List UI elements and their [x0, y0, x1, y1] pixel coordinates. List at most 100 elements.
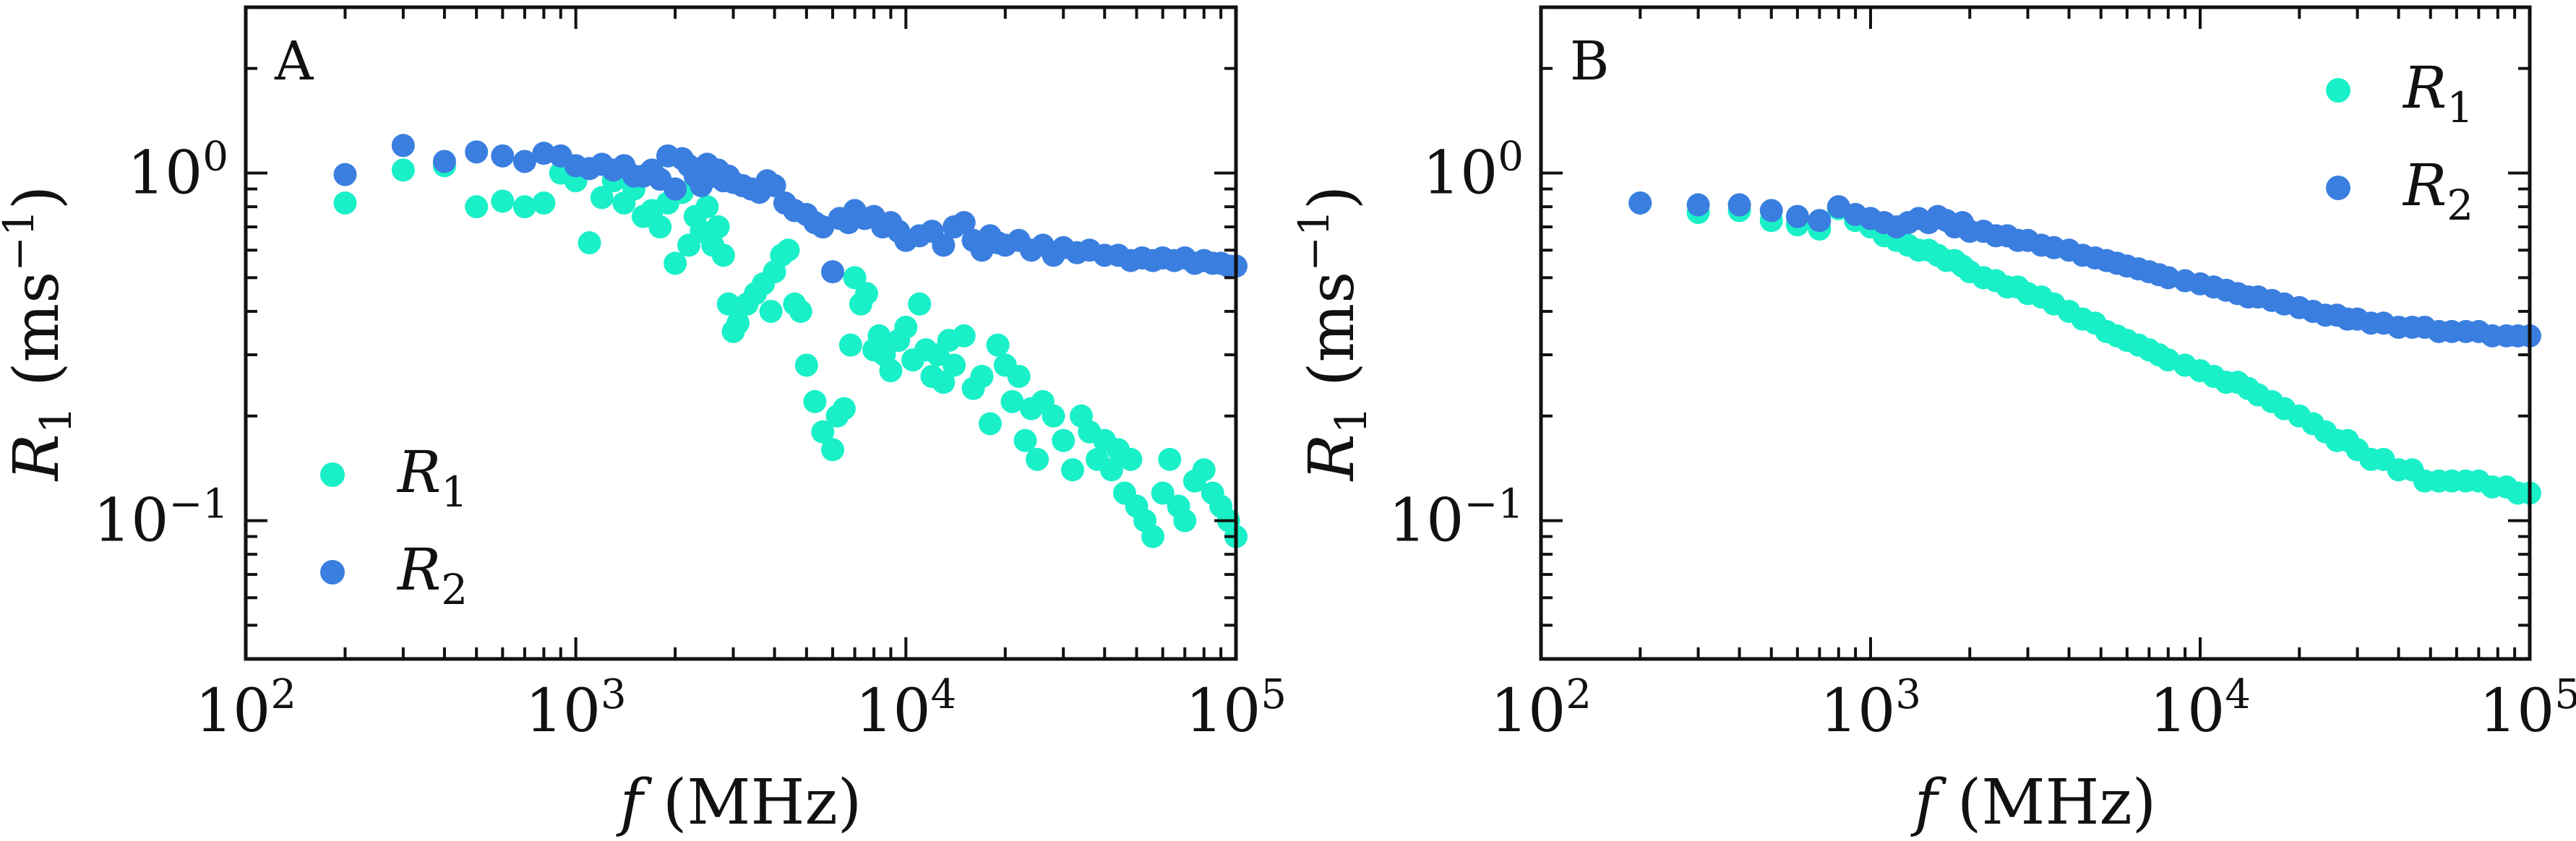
data-point — [1000, 389, 1024, 413]
data-point — [943, 353, 966, 377]
data-point — [1007, 364, 1031, 388]
data-point — [1061, 458, 1085, 482]
x-tick-label: 104 — [855, 671, 956, 746]
y-tick-label: 100 — [127, 134, 228, 208]
data-point — [711, 243, 735, 267]
panel-label: B — [1570, 30, 1609, 92]
y-tick-label: 10−1 — [93, 481, 228, 556]
data-point — [789, 299, 812, 323]
y-tick-label: 100 — [1422, 134, 1524, 208]
plot-frame — [244, 5, 1238, 661]
data-point — [512, 150, 536, 173]
data-point — [970, 364, 994, 388]
data-point — [465, 195, 489, 219]
data-point — [1628, 191, 1652, 215]
x-tick-label: 102 — [1490, 671, 1592, 746]
data-point — [978, 412, 1002, 436]
data-point — [1119, 447, 1143, 471]
data-point — [532, 191, 556, 215]
legend-label: R1 — [396, 439, 468, 517]
data-point — [1808, 209, 1832, 233]
data-point — [333, 163, 357, 186]
x-tick-label: 102 — [195, 671, 296, 746]
legend-marker — [320, 560, 345, 585]
data-point — [664, 177, 687, 201]
x-tick-label: 105 — [2479, 671, 2576, 746]
legend-label: R1 — [2402, 54, 2473, 132]
plot-frame — [1539, 5, 2532, 661]
data-point — [1042, 404, 1065, 428]
data-point — [952, 211, 976, 235]
data-point — [832, 397, 856, 420]
data-point — [1173, 509, 1197, 532]
data-point — [1158, 447, 1182, 471]
data-point — [1141, 525, 1165, 548]
data-point — [1785, 204, 1809, 228]
data-point — [763, 173, 786, 197]
data-point — [894, 315, 918, 339]
data-point — [1151, 481, 1175, 505]
data-point — [1727, 193, 1751, 217]
data-point — [932, 371, 956, 394]
data-point — [811, 420, 835, 444]
data-point — [821, 438, 845, 462]
data-point — [491, 144, 515, 168]
data-point — [843, 266, 867, 290]
data-point — [908, 292, 932, 316]
ticks — [244, 6, 1237, 660]
data-point — [854, 282, 878, 306]
data-point — [716, 292, 740, 316]
data-point — [821, 260, 845, 284]
data-point — [590, 186, 614, 210]
data-point — [512, 195, 536, 219]
series-r2 — [1628, 191, 2541, 348]
data-point — [952, 324, 976, 348]
legend-label: R2 — [396, 536, 468, 614]
data-point — [867, 324, 891, 348]
series-r1 — [1628, 191, 2541, 505]
data-point — [706, 215, 730, 239]
data-point — [465, 140, 489, 164]
x-tick-label: 103 — [1820, 671, 1921, 746]
data-point — [1686, 193, 1710, 217]
panel-label: A — [274, 30, 314, 92]
data-point — [695, 195, 719, 219]
x-axis-label: f (MHz) — [1910, 767, 2157, 839]
data-point — [333, 191, 357, 215]
data-point — [578, 231, 601, 255]
data-point — [432, 150, 456, 173]
data-point — [726, 311, 750, 335]
data-point — [794, 353, 818, 377]
data-point — [759, 299, 783, 323]
data-point — [932, 233, 956, 257]
data-point — [1192, 458, 1216, 482]
y-axis-label: R1 (ms−1) — [0, 186, 82, 483]
legend-label: R2 — [2402, 152, 2473, 230]
legend-marker — [2326, 78, 2350, 103]
x-axis-label: f (MHz) — [616, 767, 862, 839]
data-point — [391, 134, 415, 158]
data-point — [1759, 199, 1783, 223]
data-point — [879, 359, 903, 383]
y-axis-label: R1 (ms−1) — [1289, 186, 1377, 483]
legend-marker — [2326, 176, 2350, 200]
data-point — [648, 215, 672, 239]
data-point — [1099, 458, 1123, 482]
data-point — [1013, 428, 1037, 452]
data-point — [1026, 447, 1049, 471]
data-point — [491, 189, 515, 213]
data-point — [776, 238, 800, 262]
data-point — [986, 333, 1010, 357]
series-r2 — [333, 134, 1248, 284]
data-point — [664, 251, 687, 275]
x-tick-label: 103 — [525, 671, 627, 746]
legend-marker — [320, 462, 345, 487]
data-point — [391, 158, 415, 182]
x-tick-label: 104 — [2150, 671, 2251, 746]
y-tick-label: 10−1 — [1388, 481, 1524, 556]
data-point — [803, 389, 827, 413]
